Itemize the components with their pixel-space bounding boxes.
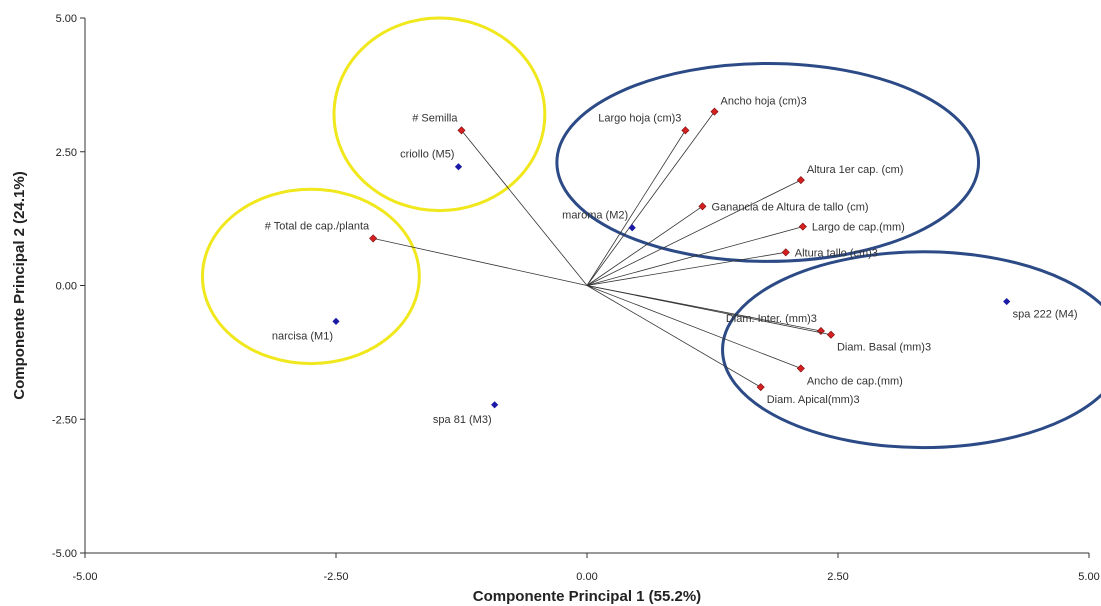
y-tick-label: 2.50 [56,147,77,159]
variable-label: # Semilla [412,112,458,124]
observation-points: narcisa (M1) maroma (M2) spa 81 (M3) spa 22… [272,149,1078,426]
variable-label: # Total de cap./planta [265,220,370,232]
group-ellipse [555,61,981,263]
y-axis-title: Componente Principal 2 (24.1%) [11,171,28,399]
variable-marker [796,364,805,373]
variable-label: Ancho hoja (cm)3 [721,96,807,108]
variable-vector-line [586,130,686,286]
observation-marker [454,163,463,171]
observation-marker [491,401,499,409]
variable-label: Altura 1er cap. (cm) [807,164,904,176]
observation-label: narcisa (M1) [272,330,333,342]
observation-label: spa 222 (M4) [1013,309,1078,321]
variable-label: Ancho de cap.(mm) [807,375,903,387]
x-tick-label: -5.00 [72,571,97,583]
variable-label: Largo hoja (cm)3 [598,112,681,124]
y-tick-label: 5.00 [56,13,77,25]
variable-marker [781,248,790,257]
variable-label: Altura tallo (cm)3 [795,247,878,259]
observation-marker [332,317,340,325]
variable-marker [796,176,805,185]
group-ellipse [721,250,1101,450]
variable-marker [710,107,719,116]
observation-label: maroma (M2) [562,210,628,222]
variable-marker [698,202,707,211]
group-ellipses [200,16,1101,450]
observation-marker [628,224,636,232]
variable-marker [826,330,835,339]
variable-label: Largo de cap.(mm) [812,222,905,234]
variable-marker [457,126,466,135]
variable-label: Diam. Inter. (mm)3 [726,313,817,325]
observation-label: criollo (M5) [400,149,454,161]
x-tick-label: -2.50 [323,571,348,583]
variable-marker [756,383,765,392]
variable-vector-line [586,111,715,286]
variable-vector-line [586,251,786,286]
x-tick-label: 2.50 [827,571,848,583]
y-tick-label: -2.50 [52,414,77,426]
variable-vector-line [586,226,803,286]
variable-label: Ganancia de Altura de tallo (cm) [711,201,868,213]
variable-vectors: # Semilla # Total de cap./planta Largo hoj… [265,96,931,407]
variable-vector-line [586,285,832,336]
variable-marker [681,126,690,135]
variable-label: Diam. Basal (mm)3 [837,342,931,354]
variable-vector-line [586,285,801,369]
x-tick-label: 0.00 [576,571,597,583]
variable-vector-line [586,205,703,286]
variable-vector-line [586,179,802,286]
variable-label: Diam. Apical(mm)3 [767,394,860,406]
observation-marker [1003,297,1011,306]
variable-marker [369,234,378,243]
observation-label: spa 81 (M3) [433,414,492,426]
group-ellipse [200,187,421,366]
y-tick-label: -5.00 [52,548,77,560]
group-ellipse [332,16,547,213]
x-tick-label: 5.00 [1078,571,1099,583]
variable-vector-line [586,285,761,388]
x-axis-title: Componente Principal 1 (55.2%) [473,588,701,605]
variable-vector-line [373,238,588,286]
axis-ticks: -5.00 -2.50 0.00 2.50 5.00 5.00 2.50 0.00 -2.50 -… [52,13,1100,583]
y-tick-label: 0.00 [56,281,77,293]
variable-marker [798,222,807,231]
variable-vector-line [461,130,588,286]
